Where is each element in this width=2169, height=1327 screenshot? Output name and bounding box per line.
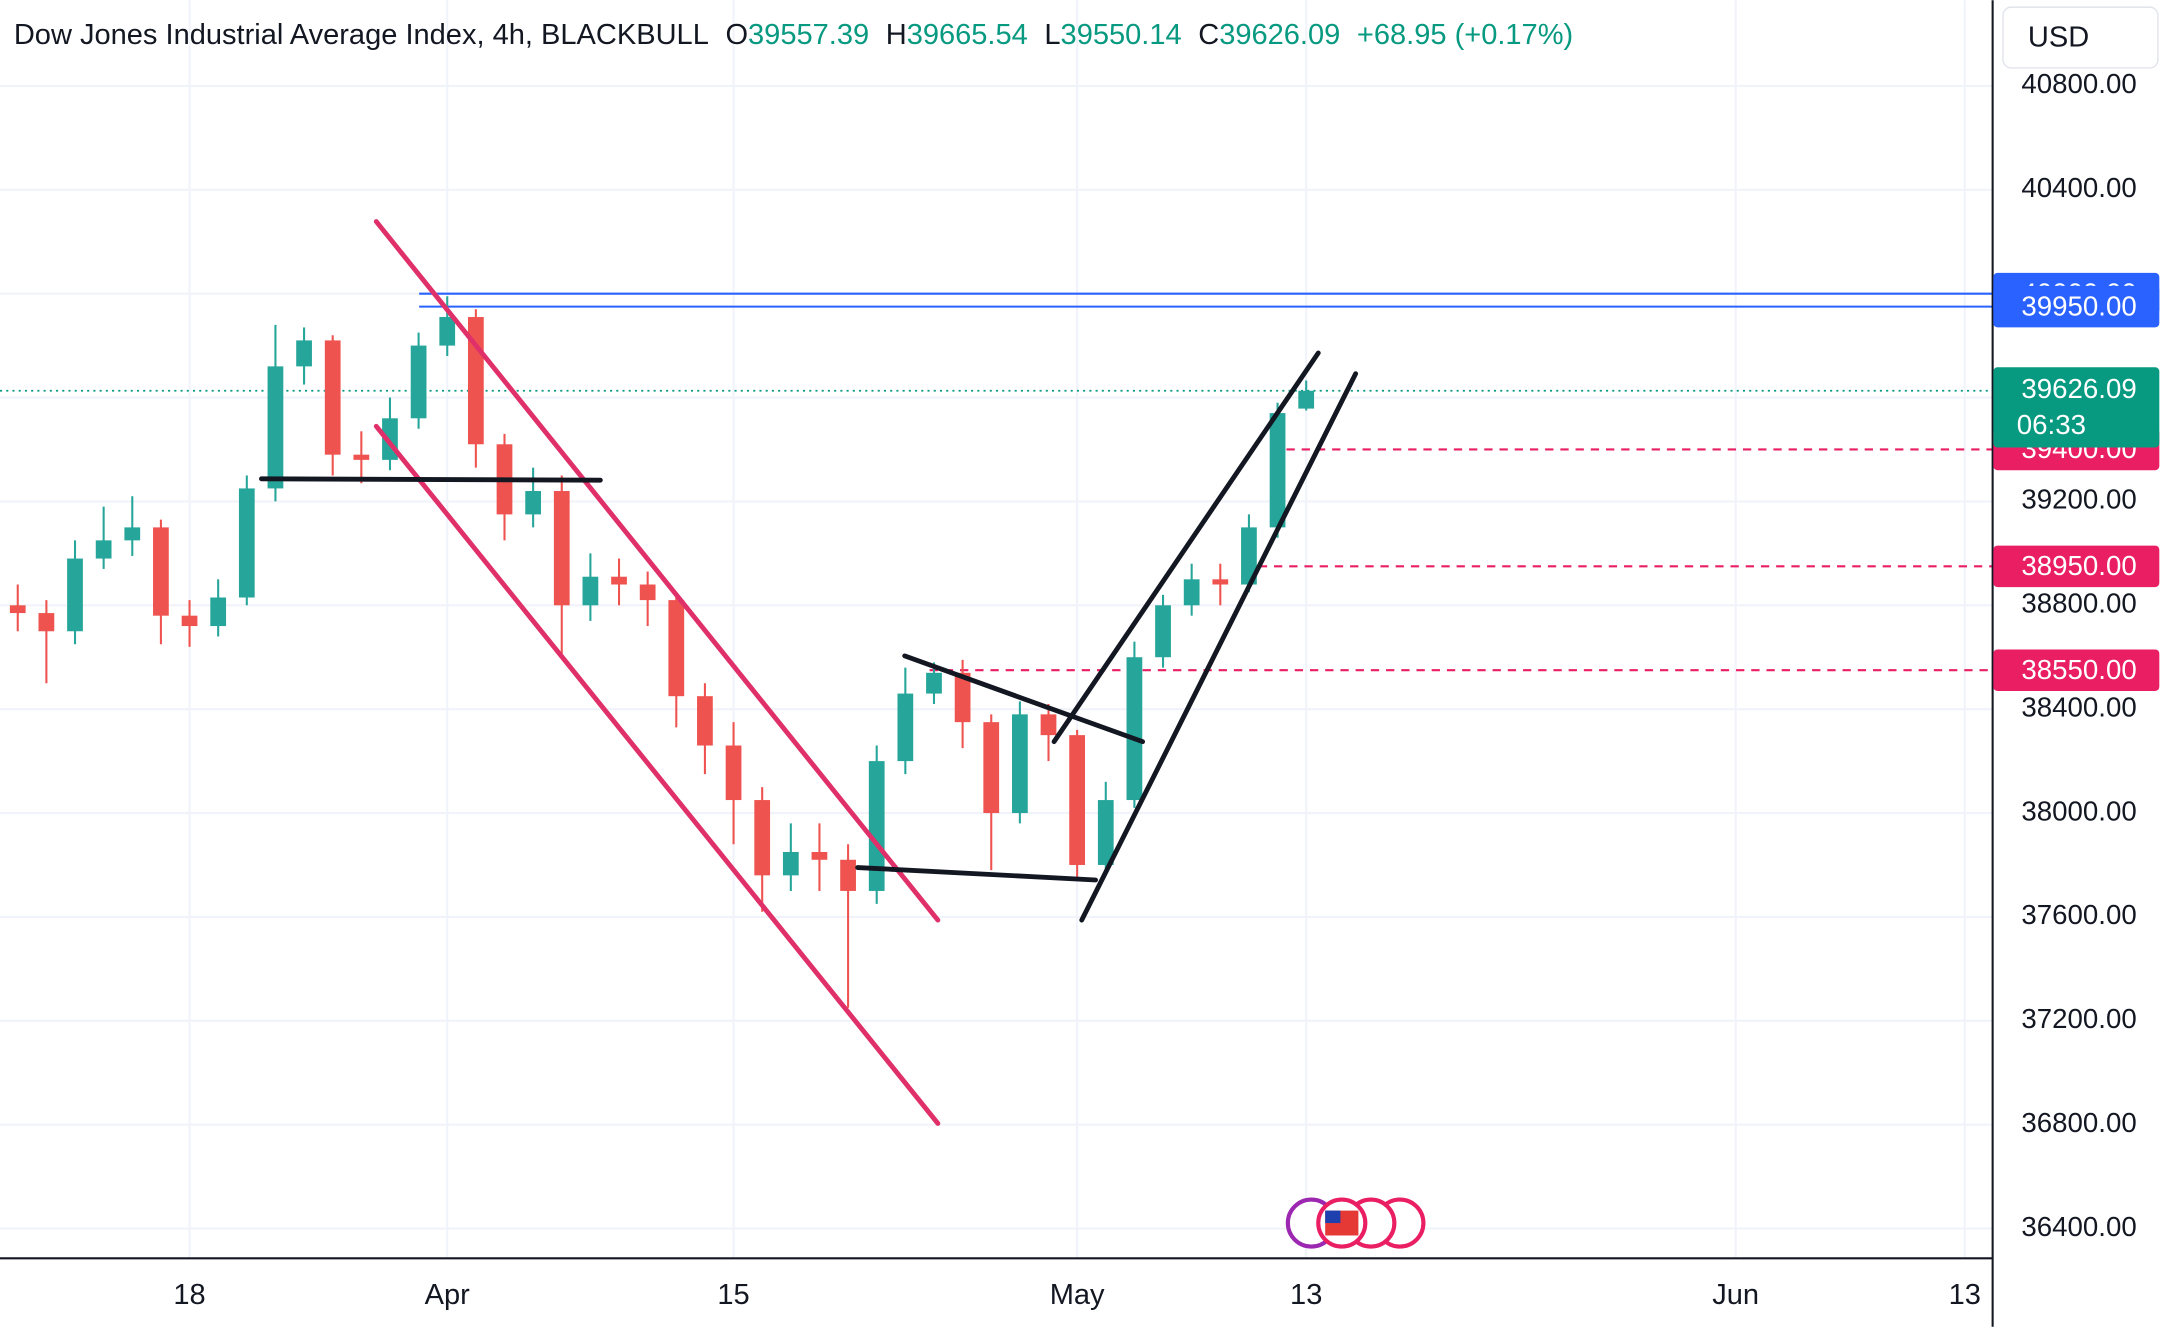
countdown: 06:33: [2017, 409, 2086, 440]
candle-body: [954, 672, 971, 723]
low-value: 39550.14: [1061, 19, 1182, 51]
candle-body: [582, 576, 599, 606]
x-tick-label: Apr: [425, 1279, 471, 1311]
high-value: 39665.54: [907, 19, 1028, 51]
open-value: 39557.39: [748, 19, 869, 51]
x-tick-label: 13: [1290, 1279, 1322, 1311]
currency-button[interactable]: [2002, 6, 2159, 69]
price-badge-label: 38550.00: [2021, 654, 2136, 685]
candle-body: [1241, 527, 1257, 585]
candle-body: [1212, 579, 1229, 585]
trend-line: [1079, 371, 1359, 923]
y-tick-label: 40400.00: [2021, 172, 2136, 203]
y-tick-label: 38400.00: [2021, 691, 2136, 722]
candle-body: [611, 576, 627, 585]
close-value: 39626.09: [1219, 19, 1340, 51]
candle-body: [1069, 735, 1086, 865]
x-tick-label: 15: [717, 1279, 749, 1311]
candle-body: [668, 600, 685, 697]
symbol: Dow Jones Industrial Average Index, 4h, …: [14, 19, 709, 51]
trend-line: [259, 476, 603, 483]
candle-body: [868, 761, 885, 891]
last-price-badge: [1993, 367, 2160, 448]
candle-body: [553, 491, 570, 606]
time-axis-panel: [0, 1259, 1994, 1327]
candle-body: [9, 605, 26, 614]
channel-line: [373, 219, 941, 923]
price-badge: [1993, 649, 2160, 691]
candle-body: [353, 454, 370, 460]
candle-body: [1269, 413, 1286, 528]
y-tick-label: 38800.00: [2021, 588, 2136, 619]
header: Dow Jones Industrial Average Index, 4h, …: [14, 19, 1573, 51]
candles: [9, 296, 1315, 1008]
x-tick-label: Jun: [1712, 1279, 1759, 1311]
candle-body: [639, 584, 656, 601]
change: +68.95 (+0.17%): [1357, 19, 1573, 51]
x-tick-label: 13: [1949, 1279, 1981, 1311]
candle-body: [897, 693, 914, 762]
close-label: C: [1198, 19, 1219, 51]
candle-body: [725, 745, 742, 801]
candle-body: [95, 540, 112, 559]
channel-line: [373, 423, 941, 1126]
candle-body: [1126, 657, 1143, 801]
flag: [1325, 1210, 1341, 1224]
x-tick-label: May: [1050, 1279, 1105, 1311]
y-tick-label: 40800.00: [2021, 68, 2136, 99]
y-tick-label: 38000.00: [2021, 795, 2136, 826]
candle-body: [840, 859, 856, 891]
x-tick-label: 18: [173, 1279, 205, 1311]
candle-body: [324, 340, 341, 455]
candle-body: [754, 800, 771, 876]
trend-line: [1051, 350, 1321, 745]
candle-body: [38, 613, 55, 632]
candle-body: [926, 672, 942, 694]
candle-body: [1097, 800, 1114, 865]
open-label: O: [725, 19, 748, 51]
candle-body: [983, 722, 1000, 814]
trend-line: [855, 865, 1098, 883]
candle-body: [1155, 605, 1171, 658]
y-tick-label: 37600.00: [2021, 899, 2136, 930]
candle-body: [267, 366, 284, 489]
y-tick-label: 39200.00: [2021, 484, 2136, 515]
high-label: H: [886, 19, 907, 51]
candle-body: [697, 696, 713, 746]
candle-body: [153, 527, 169, 616]
candle-body: [525, 491, 542, 515]
y-tick-label: 36400.00: [2021, 1211, 2136, 1242]
candle-body: [782, 851, 799, 876]
candle-body: [181, 615, 198, 627]
trend-line: [902, 653, 1146, 745]
candle-body: [1183, 579, 1200, 606]
candle-body: [410, 345, 427, 419]
candle-body: [1012, 714, 1028, 814]
candle-body: [811, 851, 828, 860]
candle-body: [238, 488, 255, 598]
price-badge: [1993, 285, 2160, 328]
event-icons: [1285, 1197, 1426, 1249]
candle-body: [439, 317, 456, 346]
candle-body: [1298, 390, 1315, 409]
last-price-label: 39626.09: [2021, 373, 2136, 404]
candle-body: [210, 597, 227, 627]
y-tick-label: 37200.00: [2021, 1003, 2136, 1034]
price-badge-label: 38950.00: [2021, 550, 2136, 581]
currency[interactable]: USD: [2028, 22, 2089, 54]
price-badge-label: 39950.00: [2021, 290, 2136, 321]
price-badge: [1993, 545, 2160, 588]
candle-body: [1040, 714, 1057, 736]
candle-body: [67, 558, 83, 632]
axes: 36400.00 36800.00 37200.00 37600.00 38000.00…: [173, 68, 2160, 1311]
candle-body: [296, 340, 312, 367]
low-label: L: [1044, 19, 1060, 51]
y-tick-label: 36800.00: [2021, 1107, 2136, 1138]
candle-body: [124, 527, 141, 541]
drawings: [259, 219, 1359, 1126]
